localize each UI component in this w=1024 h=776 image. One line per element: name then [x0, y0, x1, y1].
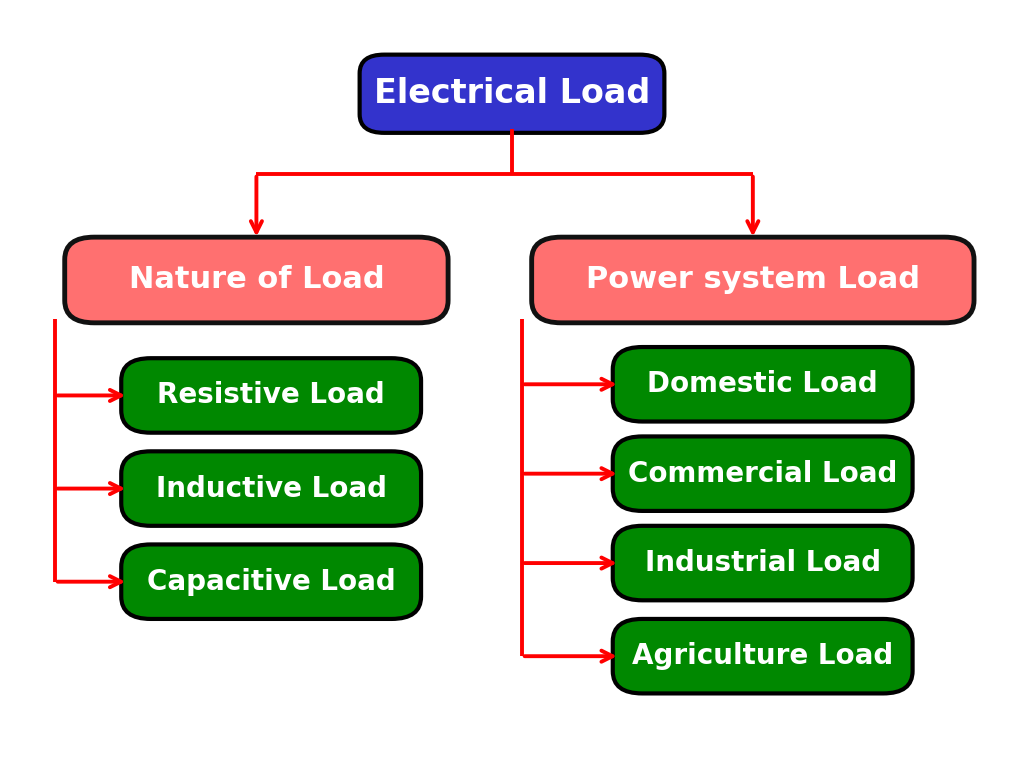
Text: Power system Load: Power system Load — [586, 265, 920, 294]
Text: Resistive Load: Resistive Load — [158, 382, 385, 410]
FancyBboxPatch shape — [612, 526, 912, 601]
Text: Nature of Load: Nature of Load — [129, 265, 384, 294]
Text: Inductive Load: Inductive Load — [156, 475, 387, 503]
Text: Capacitive Load: Capacitive Load — [146, 568, 395, 596]
Text: Electrical Load: Electrical Load — [374, 78, 650, 110]
FancyBboxPatch shape — [612, 436, 912, 511]
Text: Domestic Load: Domestic Load — [647, 370, 878, 398]
FancyBboxPatch shape — [65, 237, 449, 323]
Text: Commercial Load: Commercial Load — [628, 459, 897, 487]
FancyBboxPatch shape — [612, 619, 912, 694]
Text: Agriculture Load: Agriculture Load — [632, 643, 893, 670]
FancyBboxPatch shape — [359, 54, 665, 133]
FancyBboxPatch shape — [121, 359, 421, 433]
FancyBboxPatch shape — [612, 347, 912, 421]
FancyBboxPatch shape — [121, 452, 421, 526]
FancyBboxPatch shape — [531, 237, 974, 323]
FancyBboxPatch shape — [121, 545, 421, 619]
Text: Industrial Load: Industrial Load — [645, 549, 881, 577]
